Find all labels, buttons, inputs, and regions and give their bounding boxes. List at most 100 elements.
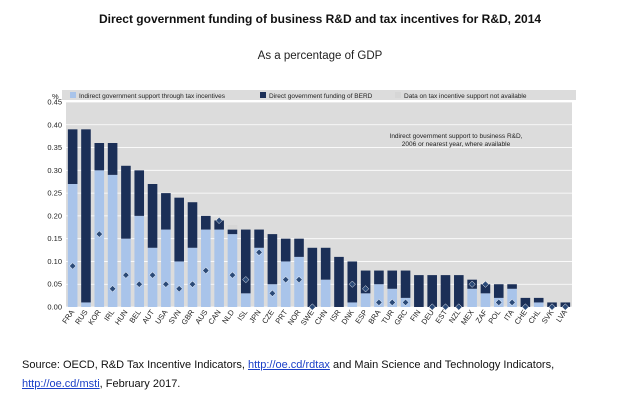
bar-chl-s2	[533, 297, 544, 303]
marker-lva	[561, 303, 569, 311]
x-tick-label-fra: FRA	[60, 308, 76, 325]
x-tick-label-dnk: DNK	[339, 308, 355, 326]
marker-aus	[202, 267, 210, 275]
bar-esp-s2	[360, 270, 371, 294]
marker-cze	[268, 289, 276, 297]
marker-est	[441, 303, 450, 311]
x-tick-label-pol: POL	[486, 308, 502, 325]
bar-svn-s2	[174, 197, 184, 262]
bar-fin-s2	[414, 275, 424, 307]
bar-can-s2	[214, 220, 224, 230]
bar-dnk-s1	[347, 302, 358, 307]
y-tick-label: 0.25	[47, 189, 62, 198]
marker-gbr	[188, 280, 197, 288]
x-tick-label-chl: CHL	[526, 308, 542, 325]
marker-fra	[69, 262, 77, 270]
x-tick-label-gbr: GBR	[179, 308, 196, 327]
bar-fra-s2	[67, 129, 78, 184]
x-tick-label-mex: MEX	[459, 308, 476, 326]
legend-band	[62, 90, 576, 100]
y-tick-label: 0.35	[47, 143, 62, 152]
marker-pol	[495, 298, 503, 306]
marker-esp	[362, 285, 370, 293]
rdtax-link[interactable]: http://oe.cd/rdtax	[248, 359, 330, 371]
legend-label-2: Direct government funding of BERD	[269, 93, 373, 100]
x-tick-label-est: EST	[433, 308, 449, 325]
marker-kor	[95, 230, 103, 238]
marker-bel	[135, 280, 143, 288]
x-tick-label-deu: DEU	[419, 308, 435, 326]
marker-hun	[122, 271, 130, 279]
bar-est-s2	[440, 275, 451, 307]
marker-usa	[162, 280, 170, 288]
msti-link[interactable]: http://oe.cd/msti	[22, 378, 100, 390]
bar-jpn-s2	[254, 229, 264, 248]
bar-bel-s1	[134, 215, 145, 307]
marker-mex	[468, 280, 476, 288]
bar-swe-s2	[307, 247, 318, 307]
bar-nld-s2	[227, 229, 238, 235]
chart-subtitle: As a percentage of GDP	[257, 50, 383, 62]
bar-mex-s1	[467, 288, 477, 307]
legend-swatch-2	[260, 92, 266, 98]
bar-chl-s1	[533, 302, 544, 307]
marker-bra	[375, 298, 383, 306]
x-tick-label-usa: USA	[153, 308, 169, 326]
bar-deu-s2	[427, 275, 437, 307]
bar-bra-s2	[374, 270, 384, 285]
bar-nor-s2	[294, 238, 304, 257]
x-tick-label-aut: AUT	[140, 308, 156, 326]
bar-bra-s1	[374, 284, 384, 307]
x-tick-label-bel: BEL	[127, 308, 143, 325]
bar-bel-s2	[134, 170, 145, 216]
bar-chn-s1	[320, 279, 331, 307]
marker-grc	[401, 298, 410, 306]
bar-prt-s1	[280, 261, 291, 307]
marker-nzl	[455, 303, 463, 311]
bar-che-s2	[520, 297, 531, 307]
bar-fra-s1	[67, 184, 78, 307]
bar-aus-s2	[201, 215, 211, 230]
y-tick-label: 0.20	[47, 211, 62, 220]
bar-chn-s2	[320, 247, 331, 280]
bar-irl-s2	[107, 143, 118, 175]
source-note: Source: OECD, R&D Tax Incentive Indicato…	[22, 356, 622, 394]
marker-tur	[388, 298, 396, 306]
bar-gbr-s2	[187, 202, 198, 248]
x-tick-label-chn: CHN	[313, 308, 330, 326]
x-tick-label-kor: KOR	[86, 308, 103, 327]
x-tick-label-rus: RUS	[73, 308, 89, 326]
chart-title: Direct government funding of business R&…	[98, 12, 542, 26]
y-tick-label: 0.15	[47, 234, 62, 243]
y-axis-unit: %	[52, 92, 59, 101]
y-tick-label: 0.30	[47, 166, 62, 175]
bar-esp-s1	[360, 293, 371, 307]
x-tick-label-esp: ESP	[353, 308, 369, 325]
bar-isr-s2	[334, 256, 344, 307]
bar-nzl-s2	[454, 275, 464, 307]
y-tick-label: 0.40	[47, 120, 62, 129]
bar-can-s1	[214, 229, 224, 307]
marker-prt	[282, 276, 290, 284]
marker-jpn	[255, 248, 263, 256]
bar-tur-s2	[387, 270, 398, 289]
bar-rus-s2	[81, 129, 91, 303]
bar-cze-s2	[267, 234, 278, 285]
bar-kor-s2	[94, 143, 105, 171]
source-middle: and Main Science and Technology Indicato…	[329, 359, 555, 371]
bar-nld-s1	[227, 234, 238, 307]
bar-usa-s2	[161, 193, 171, 230]
bar-irl-s1	[107, 174, 118, 307]
bar-isl-s2	[240, 229, 251, 294]
bar-aut-s2	[147, 184, 158, 248]
bar-kor-s1	[94, 170, 105, 307]
marker-svn	[175, 285, 183, 293]
source-prefix: Source: OECD, R&D Tax Incentive Indicato…	[22, 359, 248, 371]
y-tick-label: 0.45	[47, 98, 62, 107]
x-tick-label-lva: LVA	[554, 308, 569, 324]
marker-can	[215, 216, 223, 224]
bar-chart: Indirect government support through tax …	[47, 90, 576, 327]
bar-isl-s1	[240, 293, 251, 307]
y-tick-label: 0.10	[47, 257, 62, 266]
marker-nor	[295, 276, 303, 284]
